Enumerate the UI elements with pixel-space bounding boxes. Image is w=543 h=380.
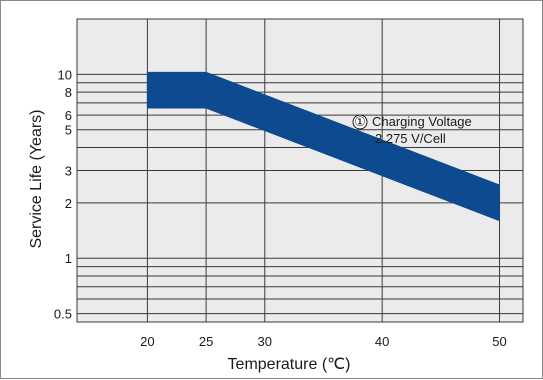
x-tick-label: 20 <box>140 334 154 349</box>
y-tick-labels: 0.5 1 2 3 56 8 10 <box>54 67 72 321</box>
annotation-line-1: Charging Voltage <box>372 114 472 129</box>
annotation-marker-circle <box>352 114 368 130</box>
x-axis-title: Temperature (℃) <box>228 356 351 373</box>
y-tick-label: 8 <box>65 85 72 100</box>
y-tick-label: 0.5 <box>54 307 72 322</box>
y-tick-label: 2 <box>65 196 72 211</box>
annotation-charging-voltage: ① Charging Voltage 2.275 V/Cell <box>352 114 472 146</box>
annotation-marker: ① <box>354 114 366 129</box>
y-tick-label: 5 <box>65 123 72 138</box>
y-tick-label: 1 <box>65 251 72 266</box>
x-tick-labels: 20 25 30 40 50 <box>140 334 507 349</box>
y-tick-label: 6 <box>65 108 72 123</box>
x-tick-label: 40 <box>375 334 389 349</box>
series-band <box>146 71 500 222</box>
y-tick-label: 3 <box>65 164 72 179</box>
x-tick-label: 25 <box>199 334 213 349</box>
service-life-band <box>146 71 500 222</box>
x-tick-label: 30 <box>258 334 272 349</box>
y-axis-title: Service Life (Years) <box>28 109 45 248</box>
x-tick-label: 50 <box>492 334 506 349</box>
annotation-line-2: 2.275 V/Cell <box>375 131 446 146</box>
y-tick-label: 10 <box>58 67 72 82</box>
